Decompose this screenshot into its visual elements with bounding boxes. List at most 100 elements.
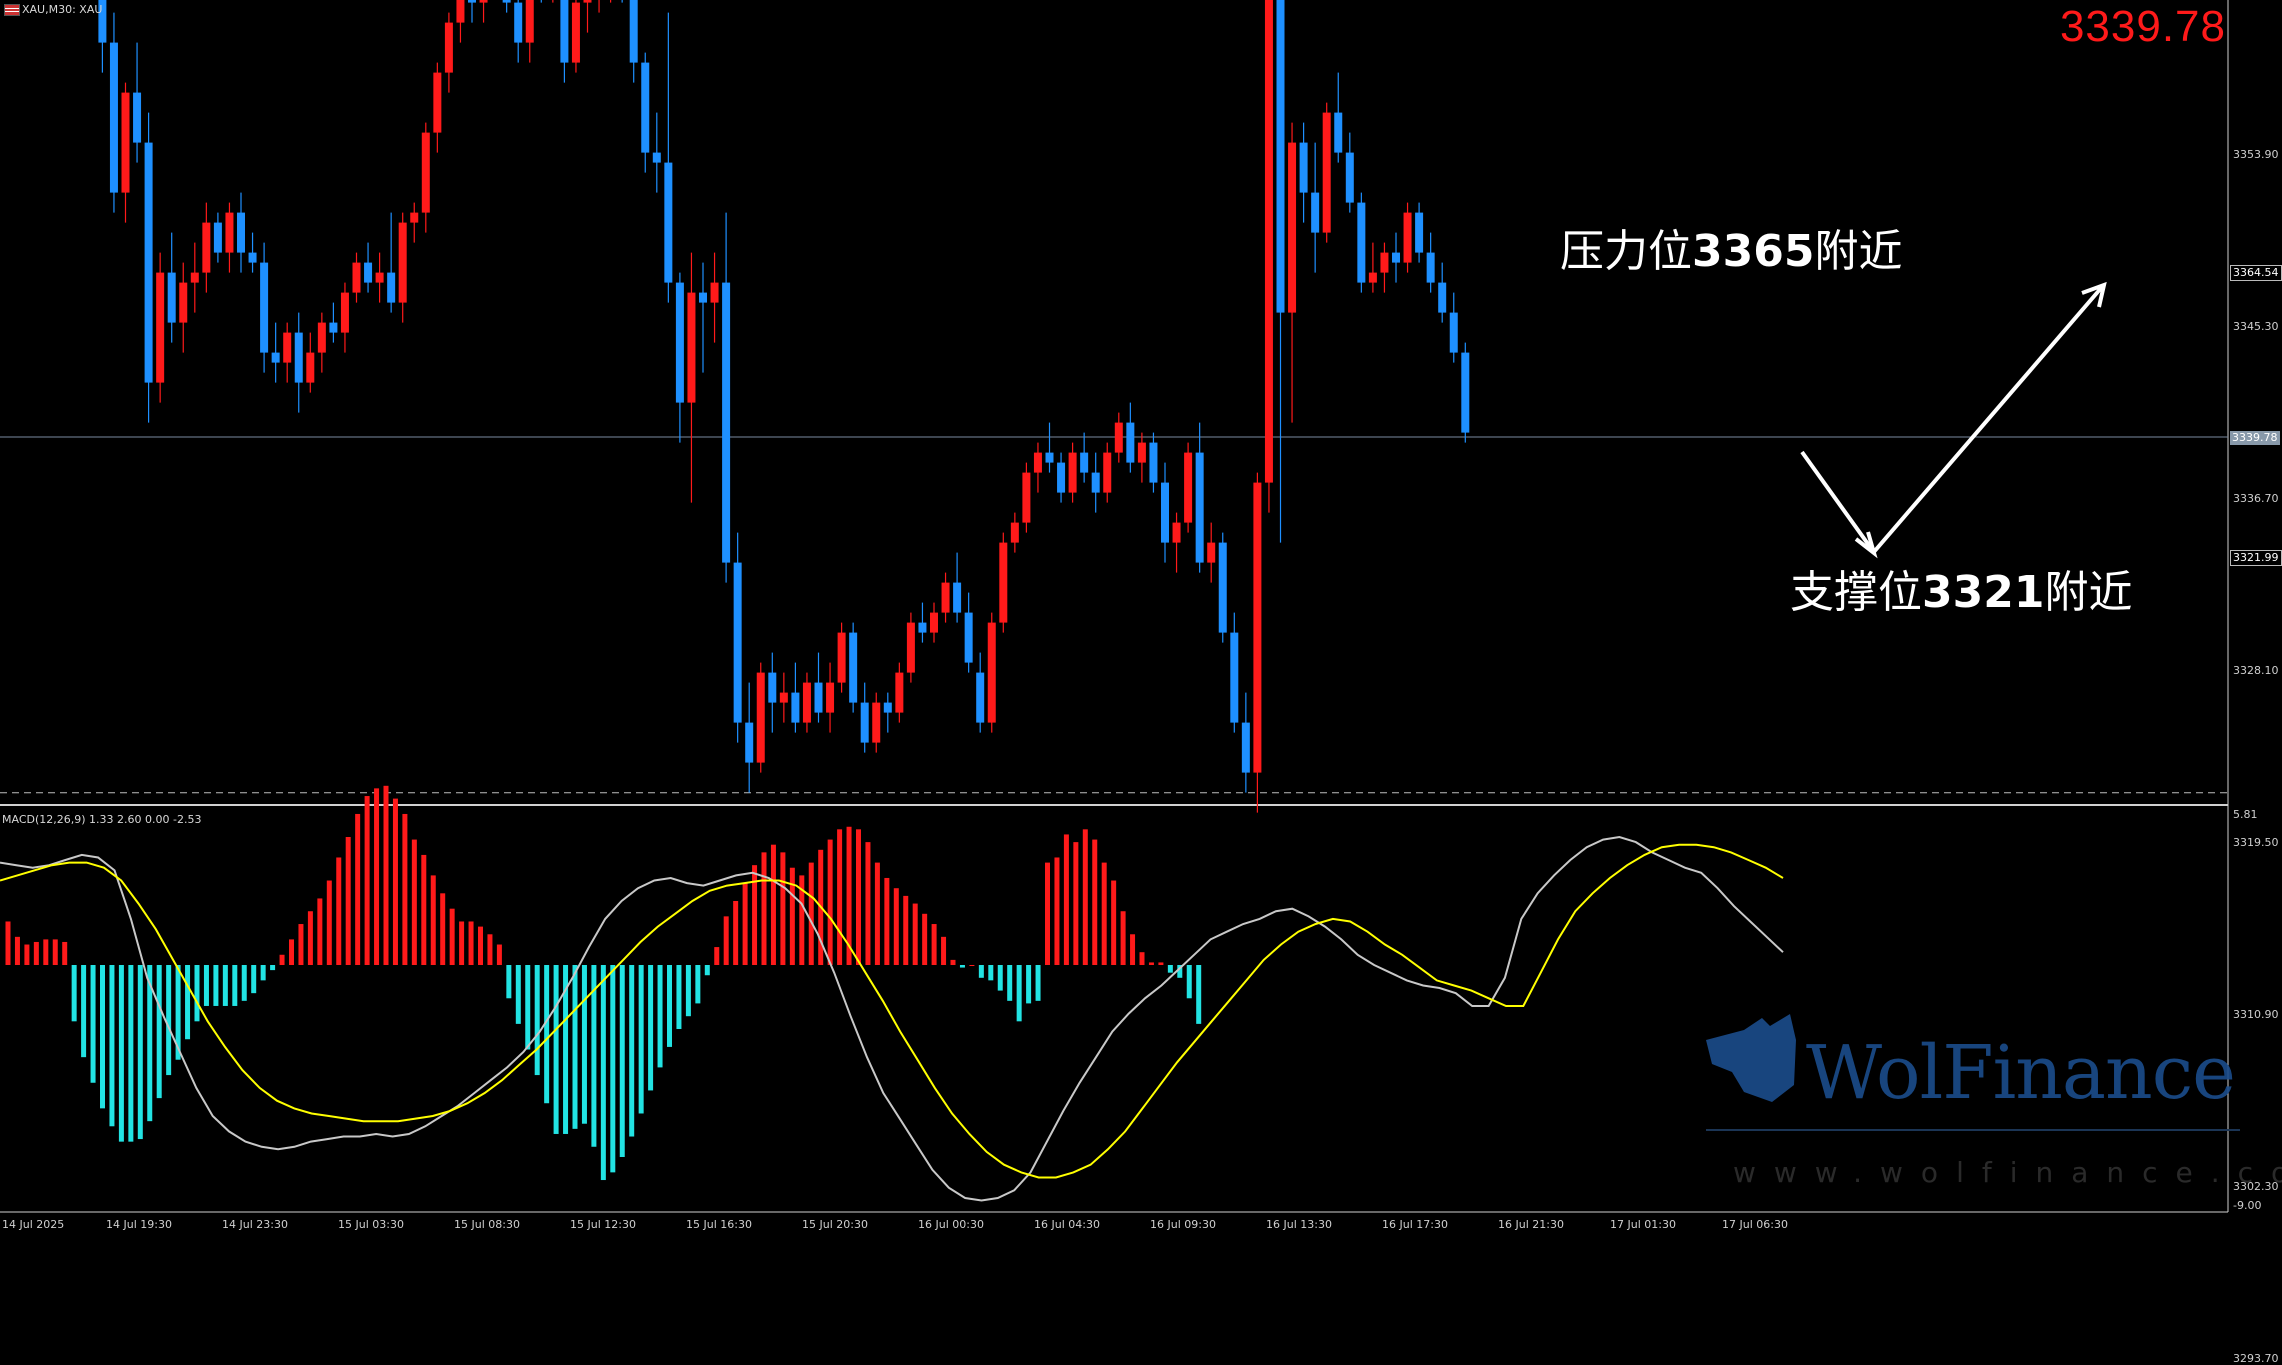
macd-histogram-bar: [941, 936, 947, 965]
macd-histogram-bar: [619, 965, 625, 1157]
candle-body: [699, 292, 707, 303]
macd-histogram-bar: [525, 965, 531, 1050]
macd-histogram-bar: [912, 903, 918, 965]
price-axis-tick: 3336.70: [2233, 491, 2279, 505]
macd-histogram-bar: [695, 965, 701, 1004]
macd-histogram-bar: [336, 857, 342, 965]
candle-body: [745, 722, 754, 763]
macd-indicator-label[interactable]: MACD(12,26,9) 1.33 2.60 0.00 -2.53: [2, 813, 202, 826]
macd-histogram-bar: [251, 965, 257, 994]
macd-histogram-bar: [392, 798, 398, 965]
macd-histogram-bar: [203, 965, 209, 1006]
watermark-url: www.wolfinance.com: [1733, 1156, 2282, 1189]
candle-body: [1045, 452, 1054, 463]
candle-body: [814, 682, 823, 713]
macd-histogram-bar: [478, 926, 483, 965]
symbol-flag-icon: [4, 4, 20, 16]
candle-body: [1426, 252, 1435, 283]
macd-histogram-bar: [24, 944, 30, 965]
candle-body: [109, 42, 118, 193]
macd-histogram-bar: [544, 965, 550, 1104]
macd-histogram-bar: [761, 852, 767, 965]
macd-histogram-bar: [71, 965, 77, 1022]
price-axis-tick: 3353.90: [2233, 147, 2279, 161]
candle-body: [1276, 0, 1285, 313]
candle-body: [468, 0, 476, 3]
macd-histogram-bar: [33, 941, 39, 965]
macd-histogram-bar: [922, 913, 928, 965]
candle-body: [1161, 482, 1169, 543]
macd-histogram-bar: [799, 875, 805, 965]
candle-body: [722, 282, 731, 563]
macd-histogram-bar: [383, 785, 389, 965]
macd-histogram-bar: [572, 965, 578, 1129]
macd-histogram-bar: [931, 924, 937, 965]
macd-histogram-bar: [496, 944, 502, 965]
candle-body: [514, 2, 523, 43]
support-annotation: 支撑位3321附近: [1790, 556, 2132, 620]
macd-histogram-bar: [629, 965, 635, 1137]
candle-body: [1345, 152, 1354, 203]
candle-body: [895, 672, 904, 713]
support-suffix: 附近: [2044, 567, 2133, 618]
wolf-head-icon: [1706, 1014, 1796, 1102]
macd-histogram-bar: [704, 965, 710, 976]
candle-body: [1253, 482, 1262, 773]
macd-histogram-bar: [402, 813, 408, 965]
candle-body: [1091, 472, 1100, 493]
candle-body: [906, 622, 915, 673]
macd-histogram-bar: [421, 854, 427, 965]
price-axis-tick: 3328.10: [2233, 663, 2279, 677]
macd-histogram-bar: [742, 883, 748, 965]
candle-body: [826, 682, 835, 713]
macd-histogram-bar: [298, 924, 304, 965]
macd-histogram-bar: [553, 965, 559, 1134]
candle-body: [641, 62, 650, 153]
candle-body: [675, 282, 684, 403]
macd-histogram-bar: [903, 895, 909, 965]
macd-histogram-bar: [827, 839, 833, 965]
candle-body: [156, 272, 165, 383]
candle-body: [930, 612, 938, 633]
candle-body: [456, 0, 465, 23]
macd-histogram-bar: [780, 852, 786, 965]
candle-body: [1380, 252, 1389, 273]
candle-body: [1010, 522, 1019, 543]
candle-body: [1103, 452, 1112, 493]
candle-body: [560, 0, 569, 63]
macd-histogram-bar: [1073, 842, 1079, 965]
candle-body: [306, 352, 315, 383]
time-axis-tick: 16 Jul 09:30: [1150, 1218, 1216, 1231]
chart-grid: [0, 0, 2229, 1213]
price-axis-tick: 3302.30: [2233, 1179, 2279, 1193]
macd-histogram-bar: [1130, 934, 1136, 965]
candle-body: [502, 0, 511, 3]
macd-histogram-bar: [62, 941, 68, 965]
resistance-value: 3365: [1692, 226, 1815, 277]
time-axis-tick: 15 Jul 20:30: [802, 1218, 868, 1231]
candle-body: [849, 632, 858, 703]
macd-histogram-bar: [1186, 965, 1192, 999]
macd-histogram-bar: [241, 965, 247, 1001]
candle-body: [664, 162, 673, 283]
candle-body: [444, 22, 453, 73]
candle-body: [802, 682, 811, 723]
macd-axis-top: 5.81: [2233, 808, 2258, 821]
candle-body: [190, 272, 199, 283]
macd-histogram-bar: [279, 954, 285, 965]
macd-histogram-bar: [563, 965, 569, 1134]
candle-body: [1299, 142, 1308, 193]
macd-histogram-bar: [1148, 962, 1154, 965]
resistance-prefix: 压力位: [1560, 226, 1692, 277]
current-price-tag: 3339.78: [2230, 431, 2280, 445]
candle-body: [1126, 422, 1135, 463]
macd-histogram-bar: [449, 908, 455, 965]
macd-histogram-bar: [440, 893, 446, 965]
candle-body: [1403, 212, 1412, 263]
chart-canvas[interactable]: [0, 0, 2282, 1234]
candle-body: [271, 352, 280, 363]
candle-body: [1449, 312, 1458, 353]
time-axis-tick: 16 Jul 21:30: [1498, 1218, 1564, 1231]
candle-body: [918, 622, 927, 633]
macd-histogram-bar: [459, 921, 465, 965]
